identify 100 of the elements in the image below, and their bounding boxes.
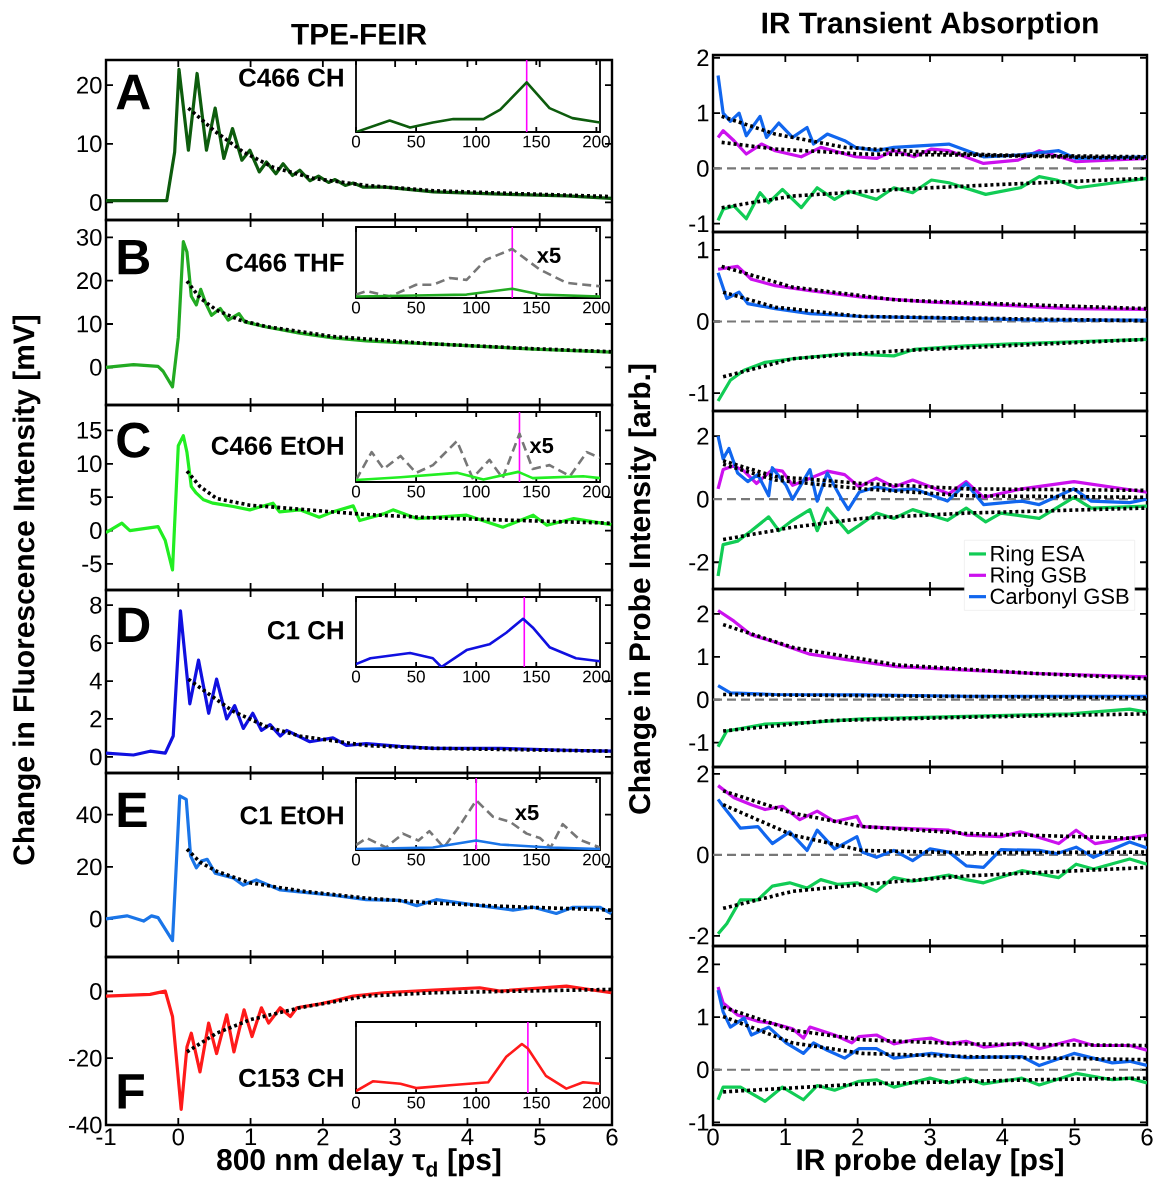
x-tick-label: 200	[583, 135, 610, 148]
x-tick-label: 200	[583, 853, 610, 866]
x-tick-label: 0	[351, 135, 361, 148]
y-axis-title: Change in Fluorescence Intensity [mV]	[12, 316, 41, 865]
y-tick-label: 0	[697, 159, 709, 177]
y-tick-label: 15	[77, 422, 102, 439]
chart-title: IR Transient Absorption	[762, 11, 1098, 40]
x-tick-label: 200	[583, 485, 610, 498]
y-tick-label: -1	[689, 734, 709, 751]
x-tick-label: 1	[245, 1128, 257, 1145]
x-tick-label: 4	[996, 1128, 1009, 1145]
x-tick-label: 150	[523, 485, 550, 498]
y-tick-label: 2	[697, 49, 709, 67]
x-tick-label: 4	[461, 1128, 474, 1145]
annotation: C466 THF	[226, 253, 344, 272]
x-tick-label: 150	[523, 135, 550, 148]
x-tick-label: 50	[407, 135, 425, 148]
x-tick-label: 200	[583, 301, 610, 314]
y-tick-label: 0	[90, 982, 102, 1000]
y-tick-label: 20	[77, 76, 102, 94]
legend-label: Ring GSB	[991, 566, 1086, 588]
y-tick-label: 0	[90, 910, 102, 928]
x-tick-label: 0	[351, 485, 361, 498]
y-tick-label: 2	[697, 605, 709, 623]
annotation: C466 CH	[239, 68, 343, 87]
x-tick-label: 2	[317, 1128, 329, 1146]
annotation: C1 CH	[267, 621, 343, 640]
y-tick-label: 1	[698, 241, 709, 259]
x-tick-label: 100	[463, 485, 490, 498]
y-tick-label: 0	[90, 193, 102, 211]
y-tick-label: 1	[698, 104, 709, 122]
y-tick-label: 0	[697, 313, 709, 330]
x-tick-label: 100	[463, 670, 490, 683]
x-tick-label: 5	[534, 1128, 546, 1146]
y-tick-label: -2	[689, 553, 709, 571]
annotation: B	[118, 239, 150, 275]
y-tick-label: 0	[90, 748, 102, 766]
x-tick-label: 50	[407, 670, 425, 683]
y-tick-label: -20	[68, 1049, 102, 1067]
y-tick-label: 2	[697, 956, 709, 973]
x-tick-label: 0	[351, 853, 361, 866]
y-tick-label: -1	[689, 1114, 709, 1131]
x-tick-label: 6	[1141, 1128, 1153, 1146]
y-tick-label: 20	[77, 272, 102, 290]
y-tick-label: 30	[76, 228, 102, 246]
x-tick-label: 2	[852, 1128, 864, 1146]
y-tick-label: 1	[698, 648, 709, 665]
x-tick-label: 150	[523, 301, 550, 314]
x-tick-label: 200	[583, 1096, 610, 1109]
y-tick-label: 10	[77, 135, 102, 153]
x-tick-label: 200	[583, 670, 610, 683]
annotation: C	[117, 422, 150, 458]
x-tick-label: 150	[523, 853, 550, 866]
x-tick-label: 50	[407, 853, 425, 866]
x-axis-title: IR probe delay [ps]	[797, 1148, 1063, 1177]
annotation: C153 CH	[239, 1068, 343, 1088]
x-axis-title: 800 nm delay τ$_{d}$ [ps]	[217, 1148, 501, 1177]
annotation: D	[118, 607, 150, 642]
y-tick-label: -2	[689, 927, 709, 945]
y-tick-label: -1	[689, 384, 709, 402]
annotation: x5	[514, 804, 539, 821]
x-tick-label: 50	[407, 301, 425, 314]
y-tick-label: 2	[90, 710, 102, 728]
x-tick-label: 0	[172, 1128, 184, 1146]
chart-title: TPE-FEIR	[291, 23, 427, 45]
y-tick-label: 2	[697, 765, 709, 783]
y-tick-label: 10	[77, 315, 102, 333]
y-tick-label: 2	[697, 427, 709, 445]
annotation: x5	[536, 247, 561, 264]
annotation: A	[116, 74, 150, 110]
y-tick-label: -5	[82, 555, 102, 573]
x-tick-label: 1	[780, 1128, 791, 1145]
x-tick-label: 0	[351, 1096, 361, 1109]
y-tick-label: 0	[90, 358, 102, 376]
y-tick-label: 20	[77, 858, 102, 876]
x-tick-label: 100	[463, 301, 490, 314]
y-tick-label: -1	[689, 215, 709, 232]
x-tick-label: 3	[924, 1128, 936, 1146]
x-tick-label: 150	[523, 670, 550, 683]
y-tick-label: 1	[698, 1008, 709, 1026]
x-tick-label: 50	[407, 1096, 425, 1109]
x-tick-label: 3	[389, 1128, 401, 1146]
legend-label: Carbonyl GSB	[990, 587, 1129, 609]
annotation: F	[118, 1074, 144, 1109]
x-tick-label: 100	[463, 1096, 490, 1109]
legend-label: Ring ESA	[991, 545, 1085, 566]
y-axis-title: Change in Probe Intensity [arb.]	[628, 364, 657, 814]
x-tick-label: 100	[463, 135, 490, 148]
x-tick-label: 0	[351, 301, 361, 314]
y-tick-label: 0	[697, 1061, 709, 1079]
x-tick-label: 50	[407, 485, 425, 498]
annotation: x5	[529, 437, 554, 454]
y-tick-label: 40	[76, 806, 102, 824]
annotation: E	[118, 792, 147, 827]
x-tick-label: 6	[606, 1128, 618, 1146]
x-tick-label: 100	[463, 853, 490, 866]
x-tick-label: 5	[1068, 1128, 1081, 1146]
y-tick-label: 10	[77, 455, 102, 473]
annotation: C1 EtOH	[240, 806, 343, 825]
y-tick-label: 8	[90, 596, 102, 614]
